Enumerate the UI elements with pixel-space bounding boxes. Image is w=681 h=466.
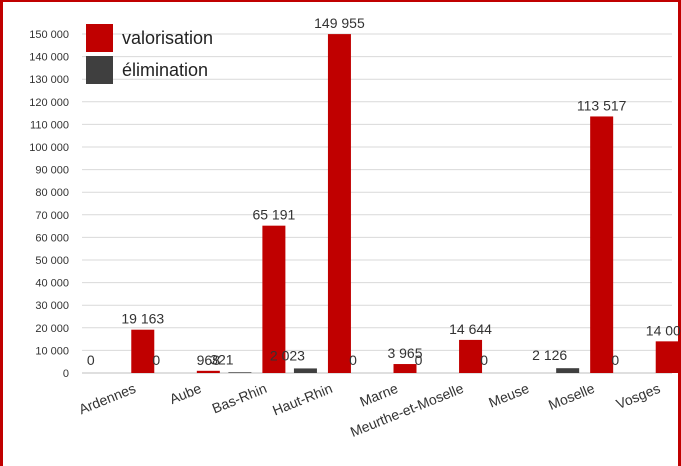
data-label: 2 023	[270, 347, 305, 363]
y-axis-ticks: 0 10 000 20 000 30 000 40 000 50 000 60 000 70 …	[29, 29, 69, 380]
bar	[655, 341, 679, 373]
y-tick-label: 100 000	[29, 142, 69, 154]
data-label: 14 644	[449, 321, 492, 337]
y-tick-label: 90 000	[35, 165, 69, 177]
x-tick-label: Vosges	[614, 380, 663, 412]
x-tick-label: Haut-Rhin	[270, 380, 334, 418]
data-label: 0	[87, 352, 95, 368]
bar	[590, 116, 614, 374]
y-tick-label: 70 000	[35, 210, 69, 222]
data-label: 968	[197, 352, 221, 368]
bar	[393, 364, 417, 373]
data-label: 0	[152, 352, 160, 368]
data-label: 0	[611, 352, 619, 368]
y-tick-label: 50 000	[35, 255, 69, 267]
x-tick-label: Marne	[357, 380, 400, 410]
data-label: 0	[480, 352, 488, 368]
legend-label: élimination	[122, 60, 208, 80]
legend-label: valorisation	[122, 28, 213, 48]
bar	[556, 368, 580, 373]
y-tick-label: 40 000	[35, 278, 69, 290]
bar	[196, 370, 220, 373]
data-label: 321	[210, 351, 234, 367]
data-label: 0	[415, 352, 423, 368]
bar	[262, 225, 286, 373]
x-tick-label: Ardennes	[76, 380, 138, 417]
data-label: 3 965	[387, 345, 422, 361]
bar	[459, 339, 483, 373]
y-tick-label: 150 000	[29, 29, 69, 41]
y-tick-label: 130 000	[29, 74, 69, 86]
legend-swatch	[86, 24, 113, 52]
y-tick-label: 30 000	[35, 300, 69, 312]
bar	[293, 368, 317, 373]
bar	[327, 34, 351, 374]
gridlines	[82, 33, 672, 374]
y-tick-label: 120 000	[29, 97, 69, 109]
bar	[131, 329, 155, 373]
data-label: 0	[349, 352, 357, 368]
y-tick-label: 110 000	[30, 119, 69, 131]
legend: valorisation élimination	[86, 24, 213, 84]
legend-swatch	[86, 56, 113, 84]
x-tick-label: Meurthe-et-Moselle	[348, 380, 466, 440]
y-tick-label: 60 000	[35, 232, 69, 244]
y-tick-label: 140 000	[29, 52, 69, 64]
data-label: 149 955	[314, 15, 365, 31]
x-tick-label: Moselle	[546, 380, 597, 413]
bars	[131, 34, 679, 374]
data-label: 65 191	[252, 207, 295, 223]
bar	[228, 372, 252, 373]
y-tick-label: 20 000	[35, 323, 69, 335]
data-label: 19 163	[121, 311, 164, 327]
x-axis-ticks: Ardennes Aube Bas-Rhin Haut-Rhin MarneMeurth…	[76, 380, 662, 440]
x-tick-label: Meuse	[486, 380, 531, 411]
data-label: 113 517	[577, 97, 627, 113]
y-tick-label: 0	[63, 368, 69, 380]
data-label: 2 126	[532, 347, 567, 363]
y-tick-label: 80 000	[35, 187, 69, 199]
x-tick-label: Bas-Rhin	[210, 380, 269, 416]
x-tick-label: Aube	[167, 380, 204, 407]
y-tick-label: 10 000	[35, 345, 69, 357]
data-label: 14 007	[646, 322, 681, 338]
